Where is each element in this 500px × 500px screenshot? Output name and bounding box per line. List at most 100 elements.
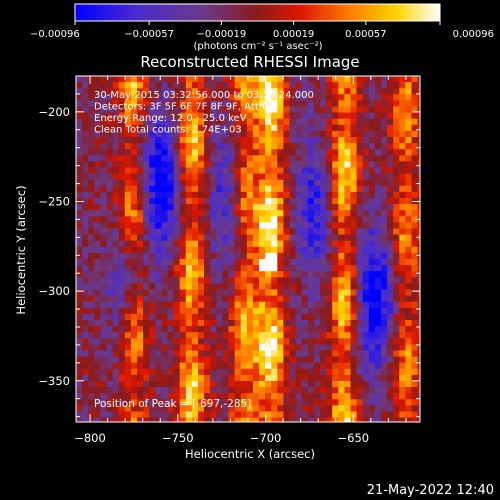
heatmap-cell — [405, 283, 412, 290]
heatmap-cell — [338, 374, 345, 382]
heatmap-cell — [344, 216, 351, 223]
heatmap-cell — [356, 143, 363, 150]
heatmap-cell — [399, 76, 406, 83]
heatmap-cell — [338, 240, 345, 248]
heatmap-cell — [191, 411, 199, 418]
heatmap-cell — [179, 344, 187, 351]
heatmap-cell — [344, 252, 351, 260]
heatmap-cell — [252, 216, 260, 223]
heatmap-cell — [155, 338, 162, 345]
heatmap-cell — [350, 167, 357, 174]
heatmap-cell — [362, 112, 370, 119]
heatmap-cell — [271, 228, 278, 235]
heatmap-cell — [204, 118, 211, 126]
heatmap-cell — [259, 387, 266, 394]
heatmap-cell — [137, 387, 144, 394]
heatmap-cell — [381, 143, 388, 150]
heatmap-cell — [161, 179, 168, 187]
heatmap-cell — [313, 338, 321, 345]
colorbar-ticks: −0.00096 −0.00057 −0.00019 0.00019 0.00057 0.… — [30, 21, 494, 40]
heatmap-cell — [246, 185, 254, 193]
heatmap-cell — [411, 88, 418, 95]
heatmap-cell — [198, 277, 205, 284]
heatmap-cell — [124, 228, 132, 235]
heatmap-cell — [338, 405, 345, 412]
heatmap-cell — [173, 143, 180, 150]
heatmap-cell — [393, 94, 400, 101]
heatmap-cell — [289, 216, 296, 223]
heatmap-cell — [374, 112, 382, 119]
heatmap-cell — [277, 216, 284, 223]
heatmap-cell — [76, 399, 83, 406]
heatmap-cell — [417, 167, 420, 174]
heatmap-cell — [295, 149, 302, 156]
heatmap-cell — [368, 301, 376, 309]
heatmap-cell — [307, 88, 315, 95]
heatmap-cell — [411, 155, 418, 162]
heatmap-cell — [185, 198, 193, 205]
heatmap-cell — [307, 265, 315, 272]
heatmap-cell — [191, 295, 199, 302]
heatmap-cell — [362, 185, 370, 193]
heatmap-cell — [326, 167, 333, 174]
heatmap-cell — [210, 185, 217, 193]
heatmap-cell — [344, 289, 351, 296]
heatmap-cell — [320, 332, 327, 339]
heatmap-cell — [179, 82, 187, 89]
heatmap-cell — [301, 137, 309, 144]
heatmap-cell — [228, 130, 235, 138]
heatmap-cell — [405, 149, 412, 156]
heatmap-cell — [307, 76, 315, 83]
heatmap-cell — [88, 307, 95, 315]
heatmap-cell — [143, 417, 150, 422]
heatmap-cell — [356, 326, 363, 333]
heatmap-cell — [271, 191, 278, 199]
heatmap-cell — [399, 191, 406, 199]
heatmap-cell — [82, 313, 89, 321]
heatmap-cell — [179, 381, 187, 388]
heatmap-cell — [362, 106, 370, 113]
heatmap-cell — [88, 204, 95, 211]
heatmap-cell — [167, 234, 174, 241]
heatmap-cell — [143, 161, 150, 168]
heatmap-cell — [100, 289, 107, 296]
heatmap-cell — [387, 167, 394, 174]
heatmap-cell — [411, 76, 418, 83]
heatmap-cell — [94, 350, 101, 357]
heatmap-cell — [301, 356, 309, 363]
heatmap-cell — [228, 234, 235, 241]
heatmap-cell — [173, 283, 180, 290]
heatmap-cell — [344, 271, 351, 278]
heatmap-cell — [88, 405, 95, 412]
heatmap-cell — [191, 338, 199, 345]
heatmap-cell — [118, 307, 126, 315]
heatmap-cell — [283, 94, 290, 101]
heatmap-cell — [124, 326, 132, 333]
info-line: 30-May-2015 03:32:56.000 to 03:34:24.000 — [94, 90, 314, 101]
heatmap-cell — [405, 277, 412, 284]
heatmap-cell — [417, 295, 420, 302]
heatmap-cell — [307, 191, 315, 199]
heatmap-cell — [161, 185, 168, 193]
heatmap-cell — [94, 82, 101, 89]
heatmap-cell — [222, 173, 229, 180]
heatmap-cell — [393, 100, 400, 107]
heatmap-cell — [283, 295, 290, 302]
heatmap-cell — [338, 259, 345, 266]
heatmap-cell — [374, 222, 382, 229]
heatmap-cell — [88, 283, 95, 290]
heatmap-cell — [76, 265, 83, 272]
heatmap-cell — [320, 94, 327, 101]
heatmap-cell — [283, 313, 290, 321]
heatmap-cell — [173, 356, 180, 363]
heatmap-cell — [173, 240, 180, 248]
heatmap-cell — [381, 252, 388, 260]
heatmap-cell — [356, 204, 363, 211]
heatmap-cell — [405, 240, 412, 248]
heatmap-cell — [234, 167, 241, 174]
heatmap-cell — [179, 130, 187, 138]
heatmap-cell — [76, 179, 83, 187]
heatmap-cell — [399, 222, 406, 229]
heatmap-cell — [368, 82, 376, 89]
heatmap-cell — [198, 356, 205, 363]
